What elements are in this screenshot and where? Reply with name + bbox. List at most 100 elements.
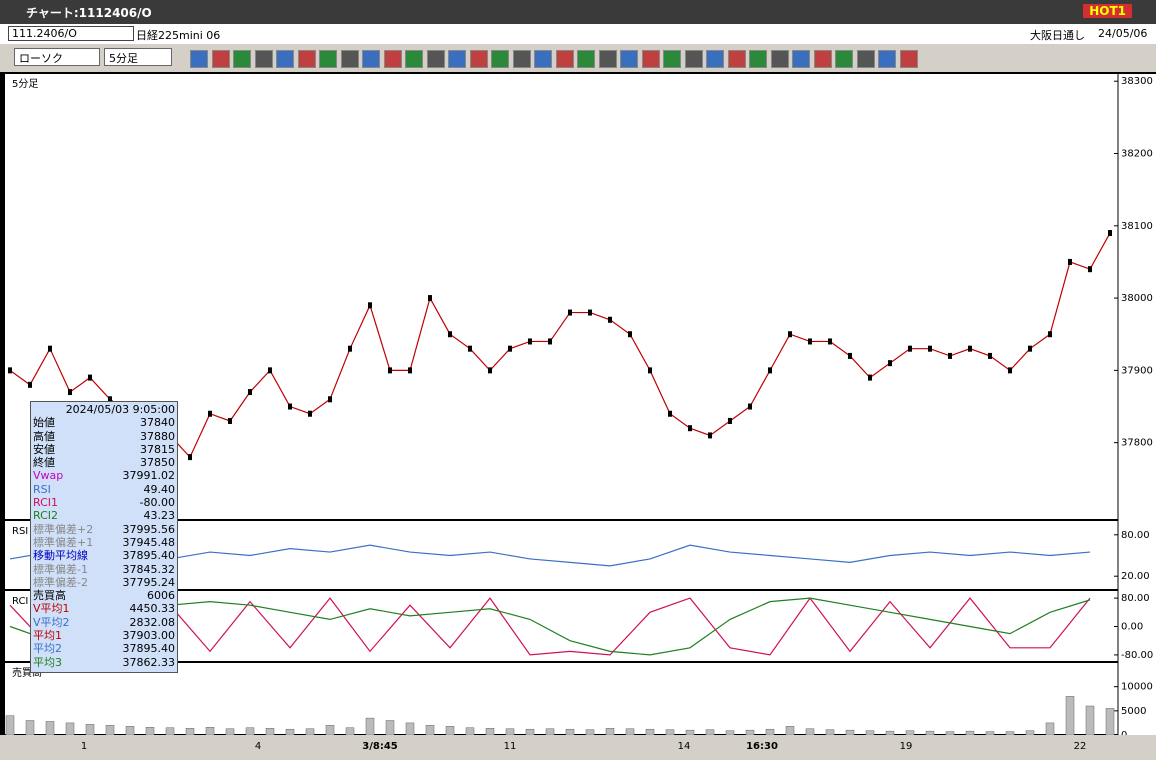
volume-bar	[145, 727, 155, 736]
volume-bar	[1085, 705, 1095, 736]
volume-bar	[125, 726, 135, 736]
tool-icon[interactable]	[641, 50, 660, 68]
tool-icon[interactable]	[448, 50, 466, 68]
volume-bar	[365, 717, 375, 736]
candle	[768, 367, 772, 374]
volume-bar	[705, 729, 715, 736]
candle	[308, 410, 312, 417]
tooltip-row: 標準偏差-2 37795.24	[33, 576, 175, 589]
tool-icon[interactable]	[534, 50, 552, 68]
symbol-name: 日経225mini 06	[136, 29, 221, 42]
volume-bar	[545, 728, 555, 736]
candle	[428, 295, 432, 302]
y-tick-label: 5000	[1121, 706, 1146, 717]
tool-icon[interactable]	[899, 50, 918, 68]
volume-bar	[525, 728, 535, 736]
tool-icon[interactable]	[512, 50, 531, 68]
tooltip-row: 売買高 6006	[33, 589, 175, 602]
volume-bar	[1065, 696, 1075, 736]
tool-icon[interactable]	[663, 50, 681, 68]
y-tick-label: 37900	[1121, 365, 1153, 376]
rci1-line	[9, 597, 1091, 656]
candle	[648, 367, 652, 374]
rsi-line	[9, 544, 1091, 567]
volume-bar	[65, 722, 75, 736]
candle	[288, 403, 292, 410]
tool-icon[interactable]	[254, 50, 273, 68]
y-tick-label: -80.00	[1121, 650, 1153, 661]
volume-bar	[665, 729, 675, 736]
candle	[1008, 367, 1012, 374]
volume-bar	[85, 724, 95, 736]
x-tick-label: 19	[900, 741, 913, 752]
tool-icon[interactable]	[469, 50, 488, 68]
tool-icon[interactable]	[211, 50, 230, 68]
candle	[68, 389, 72, 396]
x-tick-label: 4	[255, 741, 261, 752]
candle	[748, 403, 752, 410]
tool-icon[interactable]	[362, 50, 380, 68]
tool-icon[interactable]	[684, 50, 703, 68]
tool-icon[interactable]	[770, 50, 789, 68]
hot-badge[interactable]: HOT1	[1083, 4, 1132, 18]
toolbar: ローソク 5分足	[0, 44, 1156, 72]
tool-icon[interactable]	[792, 50, 810, 68]
volume-bar	[885, 730, 895, 736]
y-tick-label: 38300	[1121, 76, 1153, 87]
tooltip-label: 始値	[33, 416, 55, 430]
tool-icon[interactable]	[620, 50, 638, 68]
tool-icon[interactable]	[340, 50, 359, 68]
volume-bar	[325, 725, 335, 736]
tooltip-value: 37880	[140, 429, 175, 443]
candle	[608, 316, 612, 323]
tooltip-value: -80.00	[139, 496, 175, 510]
volume-bar	[1005, 731, 1015, 736]
tool-icon[interactable]	[813, 50, 832, 68]
tooltip-value: 37845.32	[122, 562, 176, 576]
tool-icon[interactable]	[233, 50, 251, 68]
volume-bar	[625, 728, 635, 736]
volume-bar	[345, 727, 355, 736]
tool-icon[interactable]	[878, 50, 896, 68]
tool-icon[interactable]	[856, 50, 875, 68]
volume-bar	[165, 727, 175, 736]
tooltip-label: 標準偏差-2	[33, 575, 88, 589]
candle	[388, 367, 392, 374]
tooltip-value: 37895.40	[122, 549, 176, 563]
tool-icon[interactable]	[383, 50, 402, 68]
tool-icon[interactable]	[727, 50, 746, 68]
candle	[488, 367, 492, 374]
tool-icon[interactable]	[276, 50, 294, 68]
tool-icon[interactable]	[598, 50, 617, 68]
tool-icon[interactable]	[297, 50, 316, 68]
y-tick-label: 38200	[1121, 149, 1153, 160]
volume-bar	[305, 728, 315, 736]
interval-select[interactable]: 5分足	[104, 48, 172, 66]
tooltip-label: 標準偏差+2	[33, 522, 94, 536]
tool-icon[interactable]	[577, 50, 595, 68]
tooltip-value: 37895.40	[122, 642, 176, 656]
symbol-input[interactable]: 111.2406/O	[8, 26, 134, 41]
tooltip-value: 37995.56	[122, 522, 176, 536]
tool-icon[interactable]	[749, 50, 767, 68]
tool-icon[interactable]	[426, 50, 445, 68]
candle	[1028, 345, 1032, 352]
tooltip-label: RCI1	[33, 496, 59, 510]
volume-bar	[825, 729, 835, 736]
tool-icon[interactable]	[319, 50, 337, 68]
tooltip-row: 安値 37815	[33, 443, 175, 456]
candle	[1048, 331, 1052, 338]
volume-bar	[945, 731, 955, 736]
tool-icon[interactable]	[555, 50, 574, 68]
tool-icon[interactable]	[190, 50, 208, 68]
tool-icon[interactable]	[835, 50, 853, 68]
tooltip-value: 6006	[147, 589, 175, 603]
tool-icon[interactable]	[706, 50, 724, 68]
tool-icon[interactable]	[491, 50, 509, 68]
volume-bar	[865, 730, 875, 736]
chart-type-select[interactable]: ローソク	[14, 48, 100, 66]
tool-icon[interactable]	[405, 50, 423, 68]
y-tick-label: 0.00	[1121, 622, 1143, 633]
candle	[868, 374, 872, 381]
tooltip-label: RCI2	[33, 509, 59, 523]
